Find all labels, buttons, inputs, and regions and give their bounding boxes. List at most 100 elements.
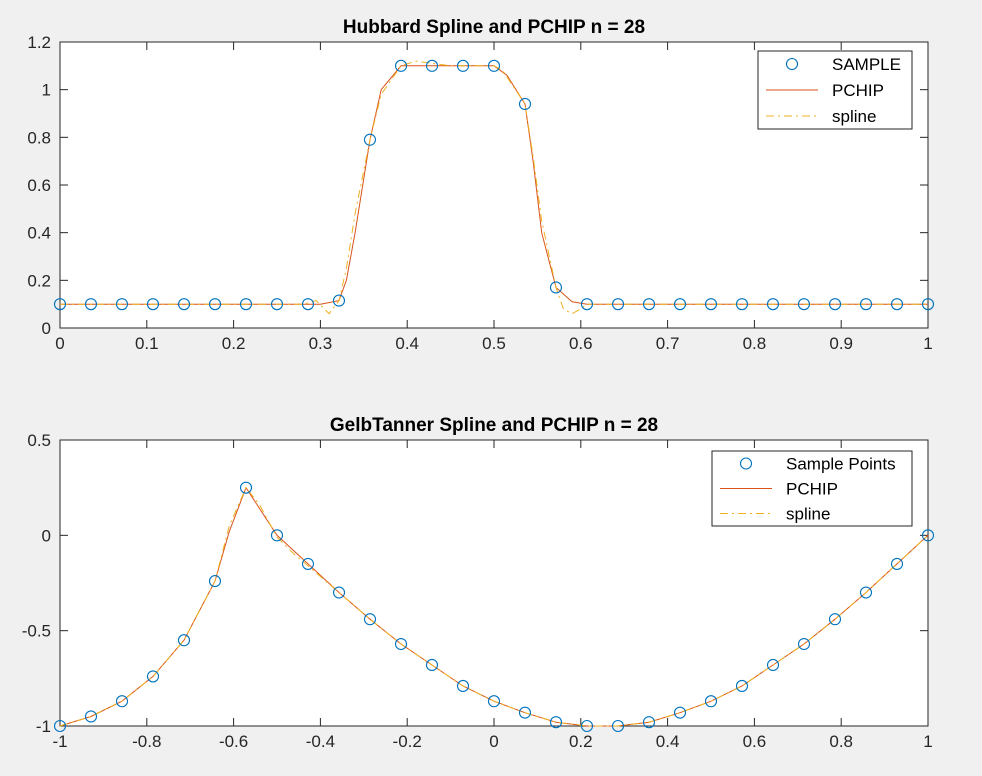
sample-point-marker <box>828 298 842 311</box>
legend-label: Sample Points <box>786 455 896 474</box>
chart-title: Hubbard Spline and PCHIP n = 28 <box>343 17 645 38</box>
sample-point-marker <box>487 695 501 708</box>
sample-point-marker <box>921 529 935 542</box>
x-tick-label: 0.1 <box>135 334 159 353</box>
sample-point-marker <box>115 695 129 708</box>
legend-label: spline <box>832 107 876 126</box>
sample-point-marker <box>239 481 253 494</box>
sample-point-marker <box>456 679 470 693</box>
legend-label: PCHIP <box>832 81 884 100</box>
x-tick-label: 1 <box>923 334 932 353</box>
sample-point-marker <box>146 298 160 311</box>
sample-point-marker <box>642 298 656 311</box>
x-tick-label: -0.6 <box>219 732 248 751</box>
sample-point-marker <box>53 298 67 311</box>
x-tick-label: -1 <box>52 732 67 751</box>
sample-point-marker <box>704 298 718 311</box>
sample-point-marker <box>456 59 470 72</box>
sample-point-marker <box>890 298 904 311</box>
x-tick-label: 0.8 <box>829 732 853 751</box>
sample-point-marker <box>611 298 625 311</box>
sample-point-marker <box>704 695 718 708</box>
sample-point-marker <box>611 719 625 733</box>
x-tick-label: 0.6 <box>743 732 767 751</box>
y-tick-label: 0.4 <box>27 224 51 243</box>
legend-marker <box>785 57 799 71</box>
y-tick-label: -1 <box>36 717 51 736</box>
sample-point-marker <box>673 298 687 311</box>
x-tick-label: 0.4 <box>656 732 680 751</box>
sample-point-marker <box>859 298 873 311</box>
y-tick-label: 0 <box>42 319 51 338</box>
x-tick-label: 1 <box>923 732 932 751</box>
sample-point-marker <box>177 634 191 647</box>
sample-point-marker <box>549 281 563 294</box>
y-tick-label: -0.5 <box>22 622 51 641</box>
sample-point-marker <box>828 613 842 626</box>
sample-point-marker <box>208 298 222 311</box>
sample-point-marker <box>487 59 501 72</box>
sample-point-marker <box>921 298 935 311</box>
sample-point-marker <box>642 716 656 729</box>
sample-point-marker <box>797 637 811 651</box>
sample-point-marker <box>84 298 98 311</box>
chart-title: GelbTanner Spline and PCHIP n = 28 <box>330 415 658 436</box>
sample-point-marker <box>797 298 811 311</box>
sample-point-marker <box>270 529 284 542</box>
x-tick-label: 0.4 <box>395 334 419 353</box>
sample-point-marker <box>394 59 408 72</box>
sample-point-marker <box>53 719 67 733</box>
hubbard-axes: Hubbard Spline and PCHIP n = 28 0 0.1 0.2 0.… <box>27 17 935 353</box>
x-tick-label: -0.8 <box>132 732 161 751</box>
sample-point-marker <box>363 133 377 146</box>
x-tick-label: 0.7 <box>656 334 680 353</box>
sample-point-marker <box>425 658 439 672</box>
x-tick-label: 0.6 <box>569 334 593 353</box>
sample-point-marker <box>177 298 191 311</box>
sample-point-marker <box>332 294 346 307</box>
sample-point-marker <box>301 557 315 570</box>
x-tick-label: -0.2 <box>393 732 422 751</box>
legend-marker <box>739 457 753 470</box>
pchip-series-line <box>60 65 928 305</box>
legend-label: spline <box>786 505 830 524</box>
x-tick-label: 0.2 <box>569 732 593 751</box>
sample-point-marker <box>518 97 532 111</box>
sample-point-marker <box>580 298 594 311</box>
spline-series-line <box>60 60 928 315</box>
sample-point-marker <box>332 586 346 599</box>
x-tick-label: 0.9 <box>829 334 853 353</box>
y-tick-label: 0.8 <box>27 128 51 147</box>
sample-point-marker <box>890 557 904 570</box>
x-tick-label: 0.2 <box>222 334 246 353</box>
sample-point-marker <box>766 658 780 672</box>
spline-series-line <box>59 486 929 727</box>
legend: SAMPLE PCHIP spline <box>757 50 913 130</box>
sample-point-marker <box>859 586 873 599</box>
sample-point-marker <box>735 298 749 311</box>
sample-point-marker <box>146 670 160 683</box>
sample-point-marker <box>115 298 129 311</box>
legend: Sample Points PCHIP spline <box>711 450 913 527</box>
x-tick-label: 0 <box>489 732 498 751</box>
x-tick-label: -0.4 <box>306 732 335 751</box>
sample-point-marker <box>270 298 284 311</box>
sample-point-marker <box>394 637 408 651</box>
sample-point-marker <box>301 298 315 311</box>
x-tick-label: 0 <box>55 334 64 353</box>
y-tick-label: 1.2 <box>27 33 51 52</box>
x-tick-label: 0.8 <box>743 334 767 353</box>
sample-point-marker <box>84 710 98 723</box>
y-tick-label: 0 <box>42 526 51 545</box>
gelbtanner-axes: GelbTanner Spline and PCHIP n = 28 -1 -0.8… <box>22 415 935 751</box>
sample-point-marker <box>239 298 253 311</box>
sample-point-marker <box>208 575 222 588</box>
x-tick-label: 0.3 <box>309 334 333 353</box>
sample-point-marker <box>518 706 532 719</box>
sample-point-marker <box>735 679 749 693</box>
sample-point-marker <box>766 298 780 311</box>
sample-point-marker <box>673 706 687 719</box>
sample-point-marker <box>580 719 594 733</box>
sample-point-marker <box>549 716 563 729</box>
